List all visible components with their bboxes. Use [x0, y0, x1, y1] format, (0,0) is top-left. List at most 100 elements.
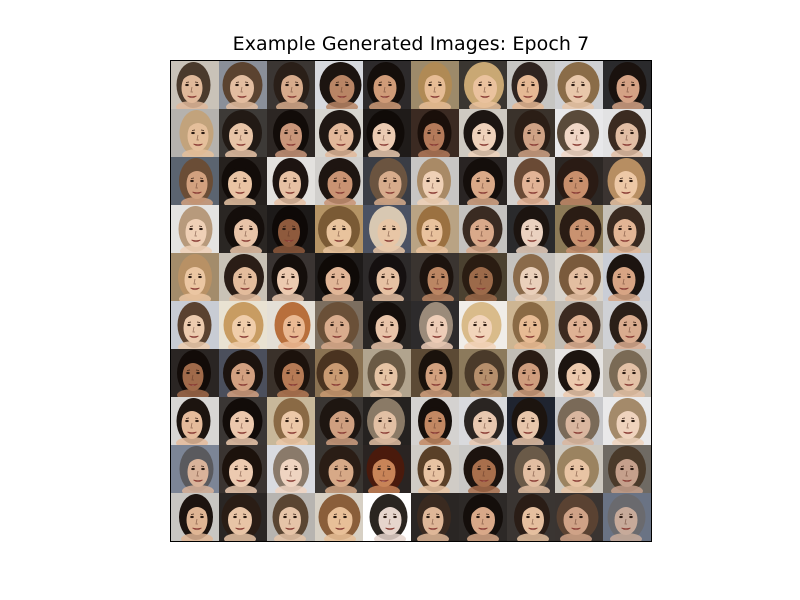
face-thumbnail — [411, 397, 459, 445]
generated-face-image — [219, 205, 267, 253]
face-thumbnail — [555, 109, 603, 157]
generated-face-image — [411, 109, 459, 157]
generated-face-image — [411, 301, 459, 349]
face-thumbnail — [315, 109, 363, 157]
face-thumbnail — [459, 445, 507, 493]
generated-face-image — [411, 253, 459, 301]
face-thumbnail — [555, 157, 603, 205]
generated-face-image — [459, 61, 507, 109]
generated-face-image — [267, 205, 315, 253]
generated-face-image — [411, 445, 459, 493]
face-thumbnail — [171, 397, 219, 445]
face-thumbnail — [267, 205, 315, 253]
face-thumbnail — [219, 301, 267, 349]
face-thumbnail — [555, 301, 603, 349]
generated-face-image — [315, 205, 363, 253]
face-thumbnail — [555, 205, 603, 253]
face-thumbnail — [315, 397, 363, 445]
generated-face-image — [507, 61, 555, 109]
face-thumbnail — [267, 253, 315, 301]
face-thumbnail — [555, 445, 603, 493]
face-thumbnail — [219, 253, 267, 301]
generated-face-image — [507, 109, 555, 157]
generated-face-image — [603, 349, 651, 397]
face-thumbnail — [507, 253, 555, 301]
face-thumbnail — [555, 61, 603, 109]
generated-face-image — [603, 445, 651, 493]
face-thumbnail — [603, 205, 651, 253]
generated-face-image — [363, 493, 411, 541]
generated-face-image — [171, 205, 219, 253]
face-thumbnail — [171, 253, 219, 301]
face-thumbnail — [363, 253, 411, 301]
generated-face-image — [219, 349, 267, 397]
face-thumbnail — [171, 157, 219, 205]
generated-face-image — [459, 109, 507, 157]
face-thumbnail — [411, 349, 459, 397]
generated-face-image — [507, 397, 555, 445]
generated-face-image — [555, 205, 603, 253]
generated-face-image — [363, 253, 411, 301]
generated-face-image — [603, 301, 651, 349]
generated-face-image — [171, 493, 219, 541]
face-thumbnail — [171, 301, 219, 349]
face-thumbnail — [171, 493, 219, 541]
generated-face-image — [315, 349, 363, 397]
generated-face-image — [267, 61, 315, 109]
face-thumbnail — [507, 109, 555, 157]
face-thumbnail — [219, 61, 267, 109]
generated-face-image — [171, 349, 219, 397]
generated-face-image — [267, 301, 315, 349]
face-thumbnail — [603, 157, 651, 205]
face-thumbnail — [459, 157, 507, 205]
generated-face-image — [171, 397, 219, 445]
generated-face-image — [603, 109, 651, 157]
generated-face-image — [171, 301, 219, 349]
generated-face-image — [411, 205, 459, 253]
generated-face-image — [459, 397, 507, 445]
face-thumbnail — [507, 397, 555, 445]
face-thumbnail — [459, 493, 507, 541]
generated-face-image — [363, 301, 411, 349]
face-thumbnail — [507, 157, 555, 205]
face-thumbnail — [315, 493, 363, 541]
face-thumbnail — [411, 445, 459, 493]
generated-face-image — [555, 253, 603, 301]
generated-face-image — [603, 205, 651, 253]
face-thumbnail — [363, 349, 411, 397]
face-thumbnail — [603, 349, 651, 397]
face-thumbnail — [507, 205, 555, 253]
generated-face-image — [219, 253, 267, 301]
face-thumbnail — [267, 109, 315, 157]
generated-face-image — [315, 493, 363, 541]
generated-face-image — [315, 301, 363, 349]
face-thumbnail — [411, 157, 459, 205]
generated-face-image — [459, 349, 507, 397]
face-thumbnail — [363, 157, 411, 205]
generated-face-image — [171, 109, 219, 157]
generated-face-image — [603, 253, 651, 301]
generated-face-image — [363, 349, 411, 397]
face-thumbnail — [459, 61, 507, 109]
generated-face-image — [363, 157, 411, 205]
face-thumbnail — [411, 61, 459, 109]
generated-face-image — [363, 445, 411, 493]
generated-face-image — [219, 109, 267, 157]
face-thumbnail — [171, 445, 219, 493]
face-thumbnail — [459, 349, 507, 397]
face-thumbnail — [363, 445, 411, 493]
generated-face-image — [459, 205, 507, 253]
face-thumbnail — [459, 109, 507, 157]
face-thumbnail — [363, 109, 411, 157]
face-thumbnail — [507, 301, 555, 349]
generated-face-image — [315, 397, 363, 445]
face-thumbnail — [267, 397, 315, 445]
generated-face-image — [315, 61, 363, 109]
face-thumbnail — [171, 349, 219, 397]
generated-face-image — [555, 445, 603, 493]
face-thumbnail — [363, 397, 411, 445]
face-thumbnail — [267, 157, 315, 205]
face-thumbnail — [363, 301, 411, 349]
face-thumbnail — [555, 349, 603, 397]
face-thumbnail — [219, 157, 267, 205]
